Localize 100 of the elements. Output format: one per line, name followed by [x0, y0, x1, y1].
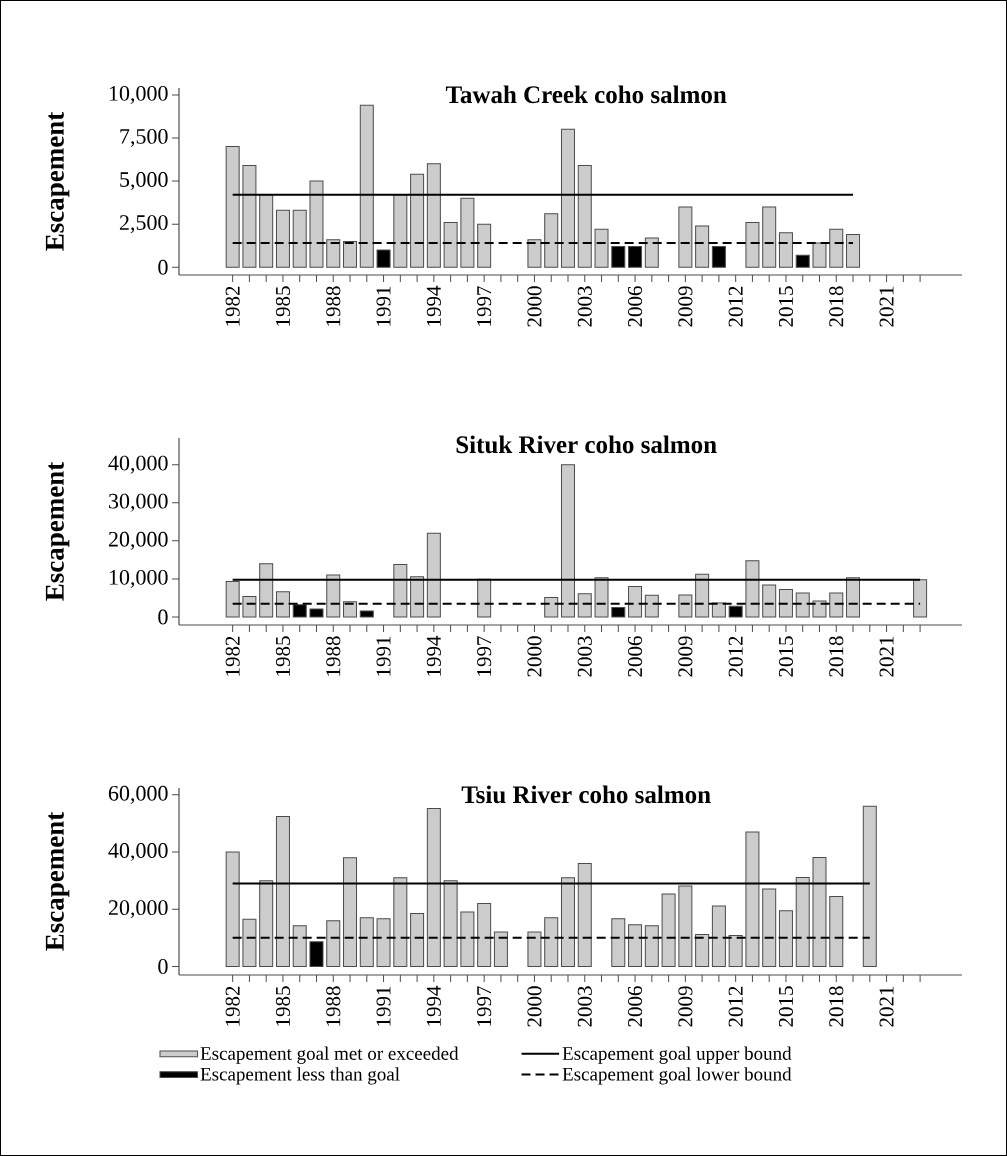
- bar: [477, 223, 492, 268]
- x-tick-label: 2000: [527, 986, 542, 1027]
- bar: [829, 228, 844, 268]
- bar: [426, 532, 441, 618]
- y-axis-title: Escapement: [45, 111, 70, 251]
- bar: [711, 246, 726, 268]
- bar: [611, 246, 626, 268]
- bar: [644, 594, 659, 618]
- x-tick-label: 1982: [225, 286, 240, 326]
- x-tick-label: 1991: [376, 986, 391, 1026]
- bar: [661, 893, 676, 967]
- bar: [259, 880, 274, 967]
- x-tick-label: 2012: [728, 986, 743, 1027]
- bar: [493, 931, 508, 967]
- bar: [309, 941, 324, 967]
- bar: [628, 924, 643, 967]
- bar: [225, 581, 240, 618]
- bar: [594, 577, 609, 618]
- bar: [745, 560, 760, 618]
- chart-title: Tawah Creek coho salmon: [445, 85, 727, 104]
- y-tick-label: 40,000: [108, 843, 168, 862]
- bar: [326, 574, 341, 618]
- bar: [812, 242, 827, 268]
- x-tick-label: 2021: [879, 286, 894, 327]
- bar: [343, 857, 358, 967]
- bar: [544, 917, 559, 967]
- x-tick-label: 1982: [225, 986, 240, 1026]
- bar: [544, 597, 559, 618]
- bar: [577, 165, 592, 268]
- y-axis-title: Escapement: [45, 461, 70, 601]
- x-tick-label: 1991: [376, 636, 391, 676]
- bar: [728, 935, 743, 967]
- y-tick-label: 10,000: [109, 569, 168, 588]
- bar: [560, 877, 575, 967]
- x-tick-label: 2003: [577, 636, 592, 677]
- bar: [242, 595, 257, 618]
- x-tick-label: 2009: [678, 636, 693, 677]
- bar: [259, 194, 274, 268]
- bar: [477, 578, 492, 618]
- bar: [527, 931, 542, 967]
- bar: [778, 910, 793, 967]
- bar: [292, 209, 307, 268]
- bar: [628, 246, 643, 268]
- bar: [846, 577, 861, 618]
- x-tick-label: 1991: [376, 286, 391, 326]
- bar: [477, 903, 492, 967]
- bar: [577, 863, 592, 967]
- bar: [275, 591, 290, 618]
- bar: [275, 816, 290, 967]
- x-tick-label: 2021: [879, 986, 894, 1027]
- bar: [242, 165, 257, 268]
- x-tick-label: 1997: [477, 286, 492, 326]
- bar: [225, 851, 240, 967]
- y-tick-label: 20,000: [108, 900, 168, 919]
- bar: [326, 239, 341, 268]
- x-tick-label: 2003: [577, 986, 592, 1027]
- bar: [745, 221, 760, 268]
- x-tick-label: 2003: [577, 286, 592, 327]
- x-tick-label: 2006: [627, 986, 643, 1027]
- y-tick-label: 5,000: [120, 172, 168, 191]
- bar: [594, 228, 609, 268]
- bar: [544, 213, 559, 268]
- bar: [410, 173, 425, 268]
- bar: [678, 594, 693, 618]
- bar: [393, 563, 408, 618]
- x-tick-label: 1997: [477, 986, 492, 1026]
- legend-label: Escapement goal upper bound: [562, 1046, 792, 1064]
- y-tick-label: 0: [158, 259, 168, 275]
- x-tick-label: 1994: [426, 285, 441, 326]
- x-tick-label: 1988: [326, 636, 341, 676]
- bar: [410, 576, 425, 618]
- bar: [795, 592, 810, 618]
- y-tick-label: 30,000: [109, 493, 168, 512]
- legend-label: Escapement less than goal: [200, 1067, 400, 1085]
- bar: [778, 589, 793, 618]
- x-tick-label: 1994: [426, 635, 441, 676]
- bar: [343, 240, 358, 268]
- y-tick-label: 2,500: [119, 215, 168, 234]
- bar: [460, 911, 475, 967]
- bar: [376, 918, 391, 967]
- bar: [711, 602, 726, 618]
- bar: [309, 608, 324, 618]
- bar: [695, 225, 710, 268]
- bar: [913, 579, 928, 618]
- bar: [577, 593, 592, 618]
- bar: [292, 925, 307, 967]
- x-tick-label: 2009: [678, 286, 693, 327]
- y-tick-label: 20,000: [108, 531, 168, 550]
- bar: [695, 573, 710, 618]
- bar: [611, 606, 626, 618]
- x-tick-label: 1985: [275, 986, 291, 1026]
- bar: [242, 918, 257, 967]
- x-tick-label: 1988: [326, 286, 341, 326]
- y-tick-label: 0: [158, 959, 168, 974]
- x-tick-label: 1997: [477, 636, 492, 676]
- y-tick-label: 60,000: [108, 785, 168, 804]
- x-tick-label: 1982: [225, 636, 240, 676]
- bar: [527, 239, 542, 268]
- bar: [644, 925, 659, 967]
- x-tick-label: 2000: [527, 636, 542, 677]
